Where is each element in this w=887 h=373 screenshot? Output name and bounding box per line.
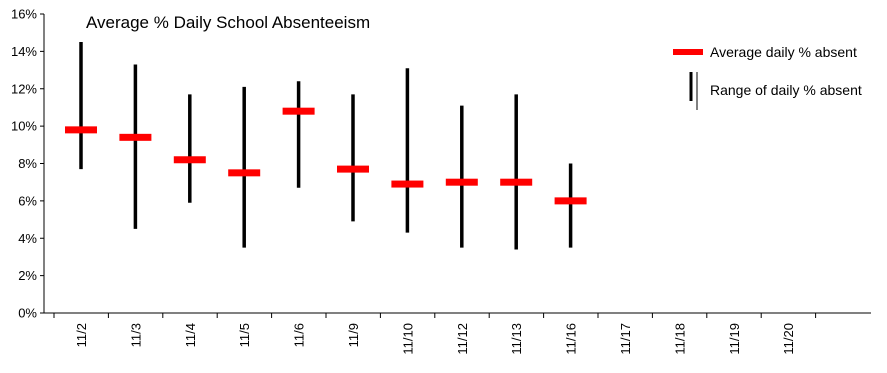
y-tick-label: 16% [11,7,37,22]
average-marks [65,107,587,205]
x-tick-label: 11/2 [74,323,89,347]
x-tick-label: 11/18 [672,323,687,355]
y-axis-ticks: 0% 2% 4% 6% 8% 10% 12% 14% 16% [11,7,44,321]
y-tick-label: 10% [11,119,37,134]
x-axis-ticks: 11/2 11/3 11/4 11/5 11/6 11/9 11/10 11/12 11/13 1… [53,313,817,355]
legend-average-label: Average daily % absent [710,44,857,60]
x-tick-label: 11/20 [781,323,796,355]
y-tick-label: 4% [18,231,37,246]
legend: Average daily % absent Range of daily % … [673,44,862,110]
y-tick-label: 2% [18,268,37,283]
average-mark [554,197,587,205]
legend-average-swatch [673,49,703,55]
x-tick-label: 11/6 [292,323,307,347]
x-tick-label: 11/13 [509,323,524,355]
x-tick-label: 11/3 [128,323,143,347]
average-mark [500,178,533,186]
average-mark [65,126,97,134]
x-tick-label: 11/4 [183,323,198,347]
x-tick-label: 11/9 [346,323,361,347]
chart-title: Average % Daily School Absenteeism [86,13,370,32]
average-mark [173,156,206,164]
average-mark [337,165,369,173]
y-tick-label: 6% [18,193,37,208]
y-tick-label: 14% [11,44,37,59]
y-tick-label: 0% [18,306,37,321]
average-mark [119,133,152,141]
x-tick-label: 11/12 [455,323,470,355]
legend-range-label: Range of daily % absent [710,82,862,98]
x-tick-label: 11/16 [564,323,579,355]
x-tick-label: 11/19 [727,323,742,355]
x-tick-label: 11/5 [237,323,252,347]
range-bars [79,42,573,250]
y-tick-label: 8% [18,156,37,171]
y-tick-label: 12% [11,81,37,96]
average-mark [228,169,261,177]
average-mark [391,180,424,188]
x-tick-label: 11/10 [400,323,415,355]
average-mark [282,107,315,115]
average-mark [445,178,478,186]
x-tick-label: 11/17 [618,323,633,355]
